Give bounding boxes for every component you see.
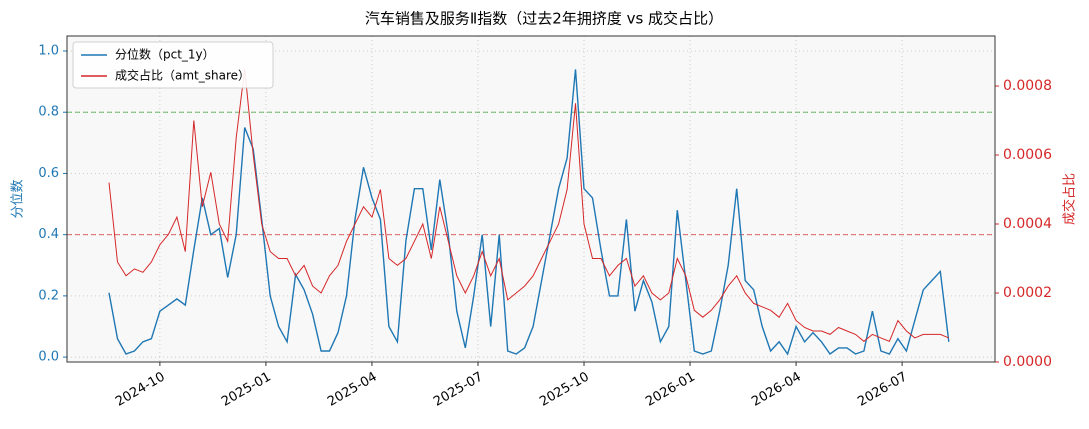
data-line: [108, 69, 950, 356]
y-tick-label: 0.8: [38, 105, 59, 120]
y2-tick-label: 0.0006: [1003, 147, 1052, 163]
plot-area: [67, 36, 995, 362]
x-tick-label: 2025-07: [431, 370, 486, 410]
x-tick-label: 2024-10: [113, 370, 168, 410]
x-tick-label: 2025-10: [537, 370, 592, 410]
y2-tick-label: 0.0008: [1003, 78, 1052, 94]
data-line: [108, 68, 949, 342]
y-tick-label: 0.0: [38, 350, 59, 365]
y2-axis-label: 成交占比: [1062, 173, 1078, 225]
y2-tick-label: 0.0000: [1003, 354, 1052, 370]
x-tick-label: 2025-01: [219, 370, 274, 410]
plot-frame: [66, 35, 996, 363]
y2-tick-label: 0.0004: [1003, 216, 1052, 232]
y2-tick-label: 0.0002: [1003, 285, 1052, 301]
legend-label: 成交占比（amt_share）: [115, 68, 250, 83]
y-axis-label: 分位数: [11, 179, 26, 218]
x-tick-label: 2026-04: [749, 370, 804, 410]
y-tick-label: 1.0: [38, 43, 59, 58]
chart-title: 汽车销售及服务Ⅱ指数（过去2年拥挤度 vs 成交占比）: [365, 10, 723, 28]
x-tick-label: 2025-04: [325, 370, 380, 410]
x-tick-label: 2026-07: [855, 370, 910, 410]
y-tick-label: 0.4: [38, 227, 59, 242]
y-tick-label: 0.6: [38, 166, 59, 181]
x-tick-label: 2026-01: [643, 370, 698, 410]
legend-label: 分位数（pct_1y）: [115, 47, 215, 62]
y-tick-label: 0.2: [38, 288, 59, 303]
legend-box: [72, 41, 274, 89]
